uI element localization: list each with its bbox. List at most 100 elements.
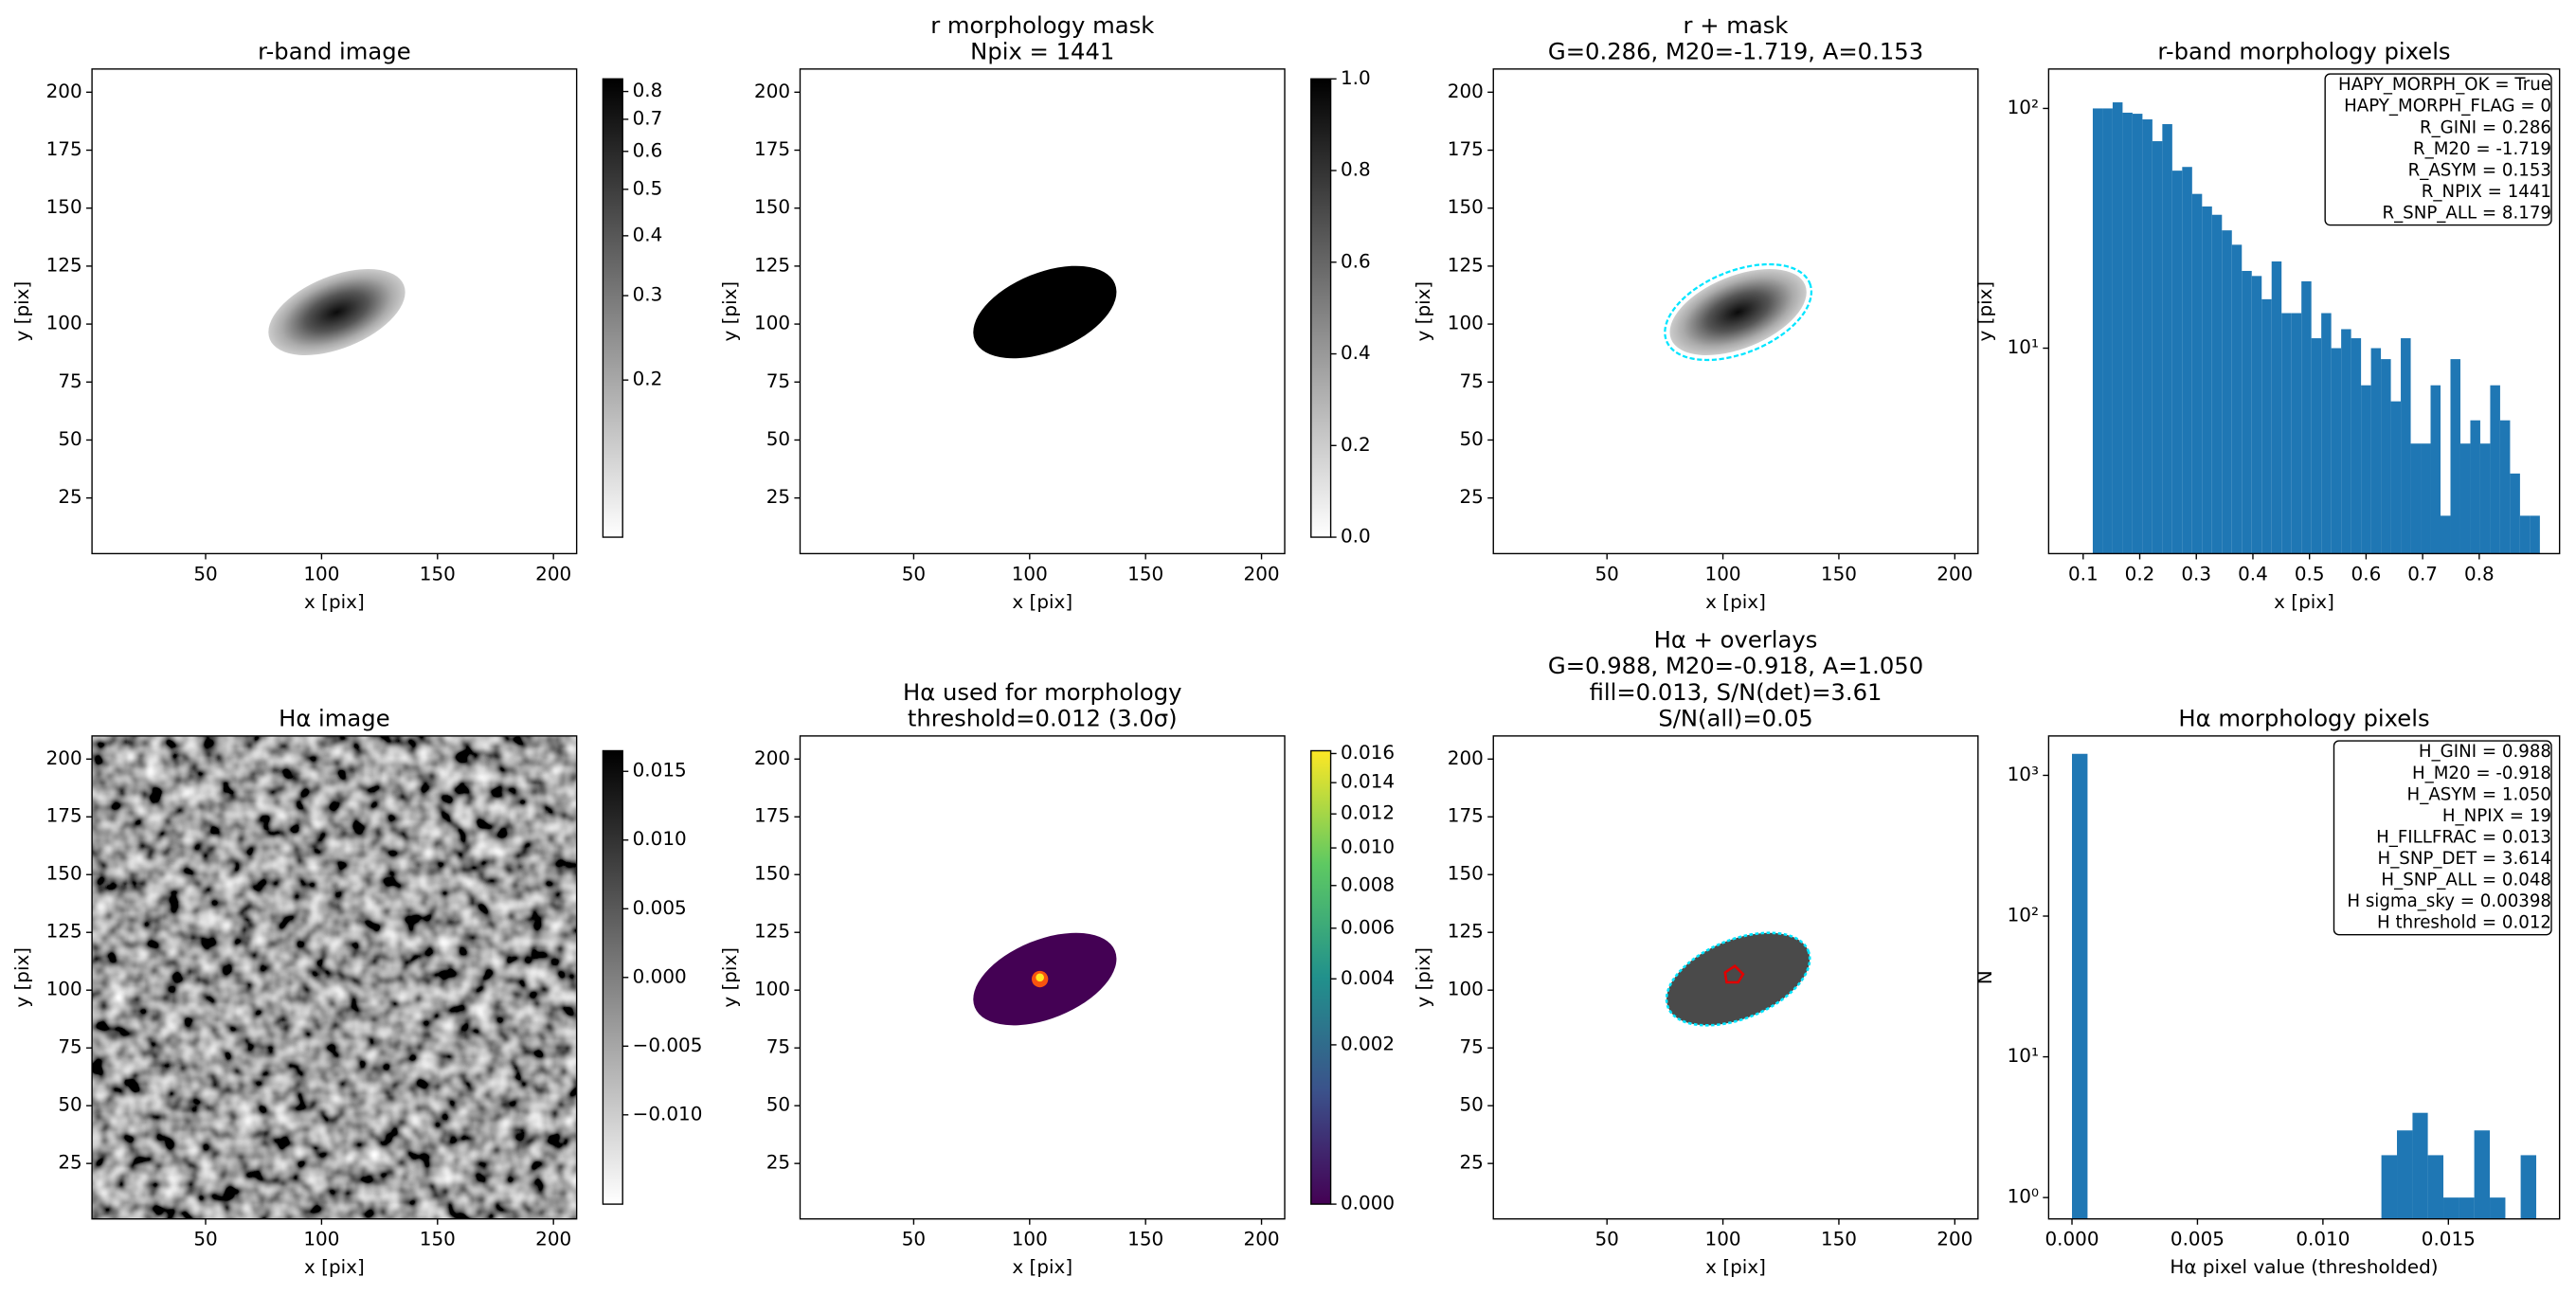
y-tick-label: 100 xyxy=(46,312,82,334)
y-tick-label: 25 xyxy=(58,485,81,508)
colorbar-tick-label: 1.0 xyxy=(1341,66,1371,89)
y-tick-label: 200 xyxy=(46,746,82,769)
x-tick-label: 0.6 xyxy=(2351,562,2382,585)
chart-title: r + mask xyxy=(1684,11,1789,39)
x-tick-label: 50 xyxy=(193,562,217,585)
bar xyxy=(2211,214,2223,554)
x-tick-label: 150 xyxy=(1127,562,1163,585)
x-tick-label: 100 xyxy=(1012,1228,1048,1250)
annotation-box xyxy=(2324,73,2552,226)
annotation-text: HAPY_MORPH_OK = True xyxy=(2338,75,2551,95)
x-tick-label: 0.015 xyxy=(2422,1228,2476,1250)
y-tick-label: 75 xyxy=(766,1035,790,1058)
bar xyxy=(2499,420,2511,554)
axes-frame xyxy=(2047,735,2561,1220)
x-axis-label: x [pix] xyxy=(2274,590,2334,613)
bar xyxy=(2191,193,2203,554)
colorbar xyxy=(602,749,623,1205)
x-tick-label: 200 xyxy=(535,1228,571,1250)
annotation-text: R_NPIX = 1441 xyxy=(2422,182,2551,202)
annotation-text: H_FILLFRAC = 0.013 xyxy=(2376,827,2551,847)
chart-title: r-band image xyxy=(258,38,411,65)
bar xyxy=(2112,102,2123,554)
r-band-image-content xyxy=(268,269,405,355)
bar xyxy=(2202,206,2212,554)
axes-frame xyxy=(91,68,578,555)
colorbar-tick-label: 0.006 xyxy=(1341,915,1395,938)
y-tick-label: 50 xyxy=(58,1093,81,1116)
chart-title: Npix = 1441 xyxy=(970,38,1114,65)
bar xyxy=(2361,385,2371,554)
axes-frame xyxy=(799,735,1286,1220)
chart-title: S/N(all)=0.05 xyxy=(1658,705,1812,732)
colorbar-tick-label: 0.010 xyxy=(633,827,687,850)
bar xyxy=(2490,385,2500,554)
bar xyxy=(2401,338,2411,554)
y-tick-label: 125 xyxy=(46,253,82,276)
y-tick-label: 100 xyxy=(1448,312,1484,334)
x-tick-label: 50 xyxy=(1595,1228,1619,1250)
y-tick-label: 100 xyxy=(46,978,82,1000)
x-axis-label: x [pix] xyxy=(1012,1255,1072,1278)
x-axis-label: x [pix] xyxy=(1012,590,1072,613)
y-tick-label: 175 xyxy=(1448,137,1484,160)
bar xyxy=(2479,443,2491,554)
x-tick-label: 150 xyxy=(420,1228,456,1250)
chart-title: G=0.988, M20=-0.918, A=1.050 xyxy=(1548,652,1923,679)
y-axis-label: y [pix] xyxy=(1412,947,1434,1008)
y-axis-label: y [pix] xyxy=(718,947,741,1008)
y-tick-label: 200 xyxy=(1448,80,1484,102)
y-tick-label: 100 xyxy=(754,978,790,1000)
bar xyxy=(2410,443,2422,554)
bar xyxy=(2142,119,2153,554)
y-tick-label: 50 xyxy=(1459,1093,1483,1116)
colorbar-tick-label: 0.3 xyxy=(633,283,663,306)
x-axis-label: x [pix] xyxy=(1705,590,1766,613)
bar xyxy=(2102,108,2113,554)
colorbar-tick-label: 0.005 xyxy=(633,896,687,919)
y-axis-label: y [pix] xyxy=(1973,281,1996,342)
x-tick-label: 0.8 xyxy=(2464,562,2495,585)
y-tick-label: 200 xyxy=(754,80,790,102)
x-tick-label: 0.3 xyxy=(2181,562,2211,585)
bar xyxy=(2427,1155,2444,1219)
colorbar-tick-label: 0.8 xyxy=(633,79,663,101)
y-tick-label: 25 xyxy=(1459,1151,1483,1174)
bar xyxy=(2519,515,2531,554)
y-axis-label: y [pix] xyxy=(10,947,33,1008)
annotation-text: H threshold = 0.012 xyxy=(2377,913,2551,933)
colorbar xyxy=(1310,78,1332,538)
annotation-text: HAPY_MORPH_FLAG = 0 xyxy=(2344,97,2551,117)
bar xyxy=(2072,753,2088,1219)
bar xyxy=(2171,171,2183,554)
y-tick-label: 150 xyxy=(754,862,790,885)
y-tick-label: 200 xyxy=(754,746,790,769)
y-tick-label: 10² xyxy=(2008,904,2039,926)
bar xyxy=(2321,313,2332,554)
y-tick-label: 75 xyxy=(1459,1035,1483,1058)
y-tick-label: 10¹ xyxy=(2008,335,2039,358)
bar xyxy=(2331,348,2342,554)
bar xyxy=(2490,1197,2506,1219)
y-tick-label: 175 xyxy=(46,137,82,160)
axes-frame xyxy=(1492,68,1979,555)
y-tick-label: 175 xyxy=(754,137,790,160)
bar xyxy=(2510,473,2520,554)
y-tick-label: 125 xyxy=(1448,920,1484,943)
y-tick-label: 25 xyxy=(766,485,790,508)
colorbar-tick-label: −0.005 xyxy=(633,1034,703,1056)
x-tick-label: 150 xyxy=(420,562,456,585)
x-tick-label: 200 xyxy=(1937,1228,1973,1250)
axes-frame xyxy=(2047,68,2561,555)
annotation-text: H sigma_sky = 0.00398 xyxy=(2347,891,2551,911)
y-tick-label: 175 xyxy=(1448,804,1484,827)
annotation-text: R_GINI = 0.286 xyxy=(2420,117,2551,137)
colorbar-tick-label: 0.010 xyxy=(1341,836,1395,858)
y-tick-label: 100 xyxy=(1448,978,1484,1000)
colorbar-tick-label: 0.014 xyxy=(1341,770,1395,793)
bar xyxy=(2370,348,2382,554)
x-tick-label: 200 xyxy=(535,562,571,585)
annotation-text: R_M20 = -1.719 xyxy=(2413,139,2551,159)
annotation-text: H_ASYM = 1.050 xyxy=(2407,784,2551,804)
